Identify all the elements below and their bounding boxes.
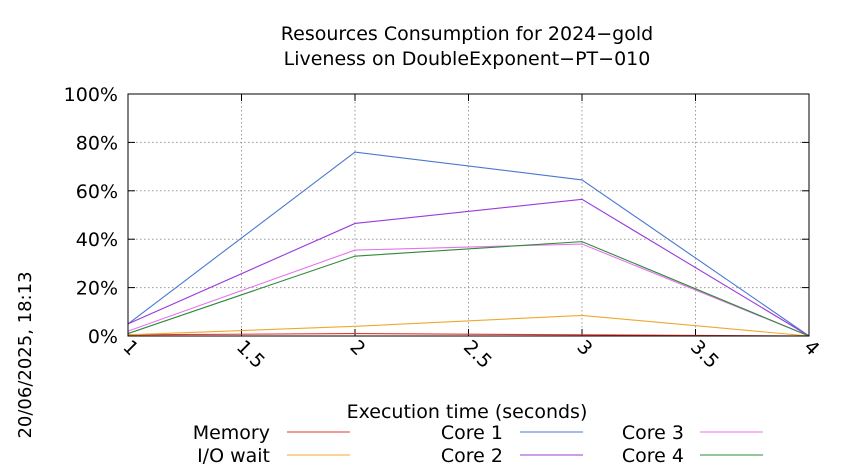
y-tick-label: 0% — [88, 326, 118, 348]
legend-label-core-1: Core 1 — [441, 422, 503, 444]
chart-subtitle: Liveness on DoubleExponent−PT−010 — [284, 48, 651, 70]
series-line-core-3 — [127, 243, 810, 337]
series-line-core-2 — [127, 198, 810, 337]
legend-label-memory: Memory — [193, 422, 270, 444]
y-tick-label: 40% — [76, 229, 118, 251]
series-line-i-o-wait — [127, 314, 810, 337]
y-tick-label: 60% — [76, 181, 118, 203]
legend-label-i-o-wait: I/O wait — [197, 445, 270, 467]
timestamp-label: 20/06/2025, 18:13 — [15, 271, 36, 438]
series-line-memory — [127, 333, 810, 337]
legend-label-core-3: Core 3 — [622, 422, 684, 444]
y-tick-label: 100% — [64, 84, 118, 106]
series-line-core-4 — [127, 241, 810, 337]
y-axis: 0% 20% 40% 60% 80% 100% — [64, 84, 809, 348]
plot-border — [127, 93, 810, 337]
x-tick-label: 2.5 — [459, 336, 496, 373]
y-tick-label: 80% — [76, 132, 118, 154]
x-axis-label: Execution time (seconds) — [347, 401, 588, 423]
grid — [128, 94, 809, 336]
chart-title: Resources Consumption for 2024−gold — [281, 23, 653, 45]
x-tick-label: 2 — [345, 336, 369, 360]
series-line-core-1 — [127, 151, 810, 337]
x-tick-label: 3 — [572, 336, 596, 360]
x-tick-label: 3.5 — [686, 336, 723, 373]
x-tick-label: 1.5 — [232, 336, 269, 373]
x-tick-label: 4 — [799, 336, 823, 360]
y-tick-label: 20% — [76, 278, 118, 300]
x-tick-label: 1 — [118, 336, 142, 360]
series-group — [127, 151, 810, 337]
legend-label-core-4: Core 4 — [622, 445, 684, 467]
legend-label-core-2: Core 2 — [441, 445, 503, 467]
